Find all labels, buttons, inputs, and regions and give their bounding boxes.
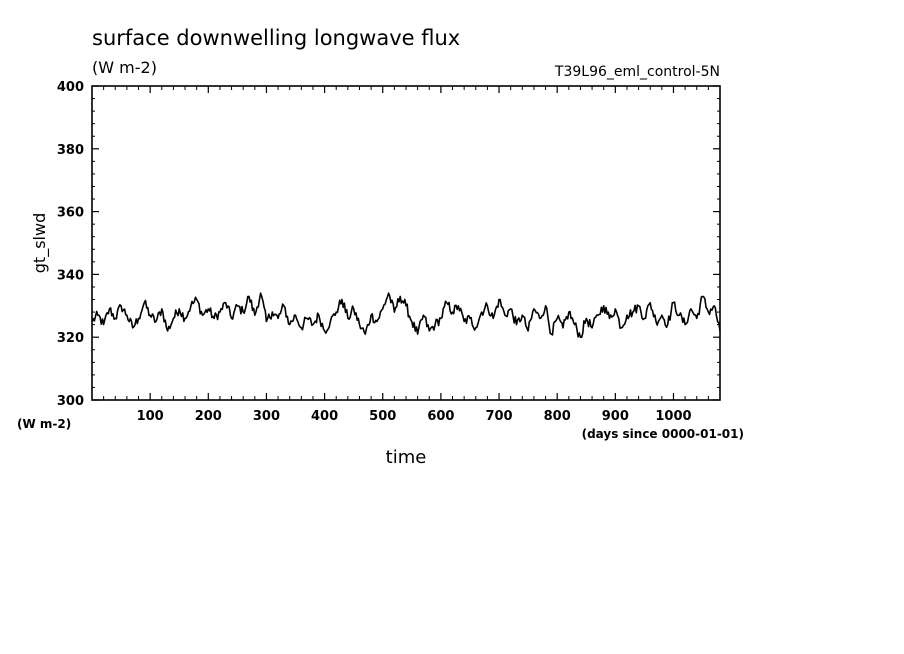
y-tick-label: 380 [57,143,84,158]
x-units-label: (days since 0000-01-01) [582,427,744,441]
x-axis-label: time [386,447,427,468]
x-tick-label: 200 [195,409,222,424]
x-tick-label: 1000 [655,409,691,424]
series-line [91,292,721,339]
chart-units: (W m-2) [92,58,157,77]
x-tick-label: 400 [311,409,338,424]
x-tick-label: 100 [137,409,164,424]
y-tick-labels: 300 320 340 360 380 400 [57,80,84,409]
run-label: T39L96_eml_control-5N [554,64,720,80]
x-tick-label: 900 [602,409,629,424]
y-tick-label: 320 [57,331,84,346]
y-tick-label: 400 [57,80,84,95]
x-tick-label: 300 [253,409,280,424]
chart-title: surface downwelling longwave flux [92,26,460,50]
x-tick-label: 700 [485,409,512,424]
y-units-label: (W m-2) [17,417,71,431]
x-tick-label: 800 [544,409,571,424]
x-tick-label: 600 [427,409,454,424]
y-tick-label: 300 [57,394,84,409]
axis-marks [92,85,720,401]
y-axis-label: gt_slwd [30,213,50,273]
y-tick-label: 360 [57,206,84,221]
y-tick-label: 340 [57,268,84,283]
x-tick-labels: 100 200 300 400 500 600 700 800 900 1000 [137,409,692,424]
plot-frame [91,85,721,401]
x-tick-label: 500 [369,409,396,424]
